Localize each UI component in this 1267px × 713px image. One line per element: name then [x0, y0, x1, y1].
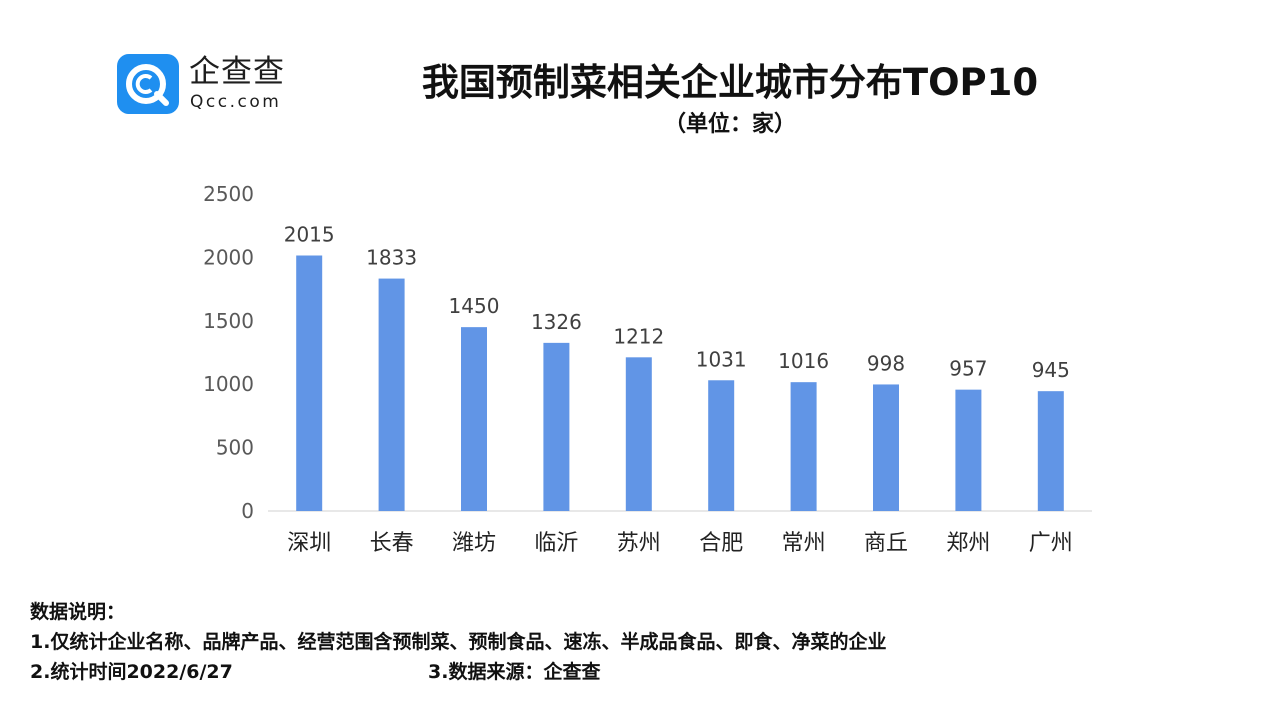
bar-value-label: 957	[949, 357, 987, 381]
x-category-label: 潍坊	[452, 531, 496, 556]
bar-value-label: 1031	[696, 347, 747, 371]
y-tick-label: 500	[216, 436, 254, 460]
x-category-label: 商丘	[864, 531, 908, 556]
y-tick-label: 1000	[203, 372, 254, 396]
x-category-label: 合肥	[699, 531, 743, 556]
notes-line-1: 1.仅统计企业名称、品牌产品、经营范围含预制菜、预制食品、速冻、半成品食品、即食…	[30, 631, 887, 653]
notes-heading: 数据说明：	[30, 601, 126, 623]
y-tick-label: 0	[241, 499, 254, 523]
x-category-label: 长春	[370, 531, 414, 556]
chart-title: 我国预制菜相关企业城市分布TOP10	[421, 61, 1039, 104]
bar	[543, 342, 570, 511]
bar-value-label: 1450	[449, 294, 500, 318]
x-category-label: 常州	[782, 531, 826, 556]
bar	[1037, 391, 1064, 511]
bar-value-label: 1016	[778, 349, 829, 373]
bar-value-label: 998	[867, 351, 905, 375]
x-category-label: 深圳	[287, 531, 331, 556]
x-category-label: 苏州	[617, 531, 661, 556]
bar	[378, 278, 405, 511]
bar	[708, 380, 735, 511]
bar-value-label: 945	[1032, 358, 1070, 382]
bar	[461, 327, 487, 511]
logo-name-en: Qcc.com	[190, 92, 282, 112]
bar	[296, 255, 323, 511]
bars: 2015 1833 1450 1326 1212 1031 1016 998 957 945	[284, 222, 1070, 511]
bar	[873, 384, 899, 511]
y-tick-label: 1500	[203, 309, 254, 333]
bar	[790, 382, 817, 511]
y-axis: 0 500 1000 1500 2000 2500	[203, 182, 254, 523]
logo-name-cn: 企查查	[189, 54, 285, 90]
notes-line-2: 2.统计时间2022/6/27	[30, 661, 233, 683]
y-tick-label: 2500	[203, 182, 254, 206]
bar	[955, 389, 982, 511]
notes-line-3: 3.数据来源：企查查	[428, 661, 601, 683]
x-category-label: 郑州	[946, 531, 990, 556]
x-category-label: 临沂	[534, 531, 578, 556]
logo: 企查查 Qcc.com	[117, 52, 307, 116]
y-tick-label: 2000	[203, 245, 254, 269]
bar	[625, 357, 652, 511]
data-notes: 数据说明： 1.仅统计企业名称、品牌产品、经营范围含预制菜、预制食品、速冻、半成…	[30, 597, 886, 687]
bar-value-label: 2015	[284, 222, 335, 246]
chart-unit-subtitle: （单位：家）	[663, 112, 796, 137]
qcc-logo-icon	[117, 54, 179, 114]
bar-value-label: 1326	[531, 310, 582, 334]
x-axis-labels: 深圳 长春 潍坊 临沂 苏州 合肥 常州 商丘 郑州 广州	[287, 531, 1073, 556]
bar-value-label: 1212	[613, 324, 664, 348]
bar-value-label: 1833	[366, 246, 417, 270]
notes-line-row: 2.统计时间2022/6/27 3.数据来源：企查查	[30, 657, 886, 687]
x-category-label: 广州	[1029, 531, 1073, 556]
